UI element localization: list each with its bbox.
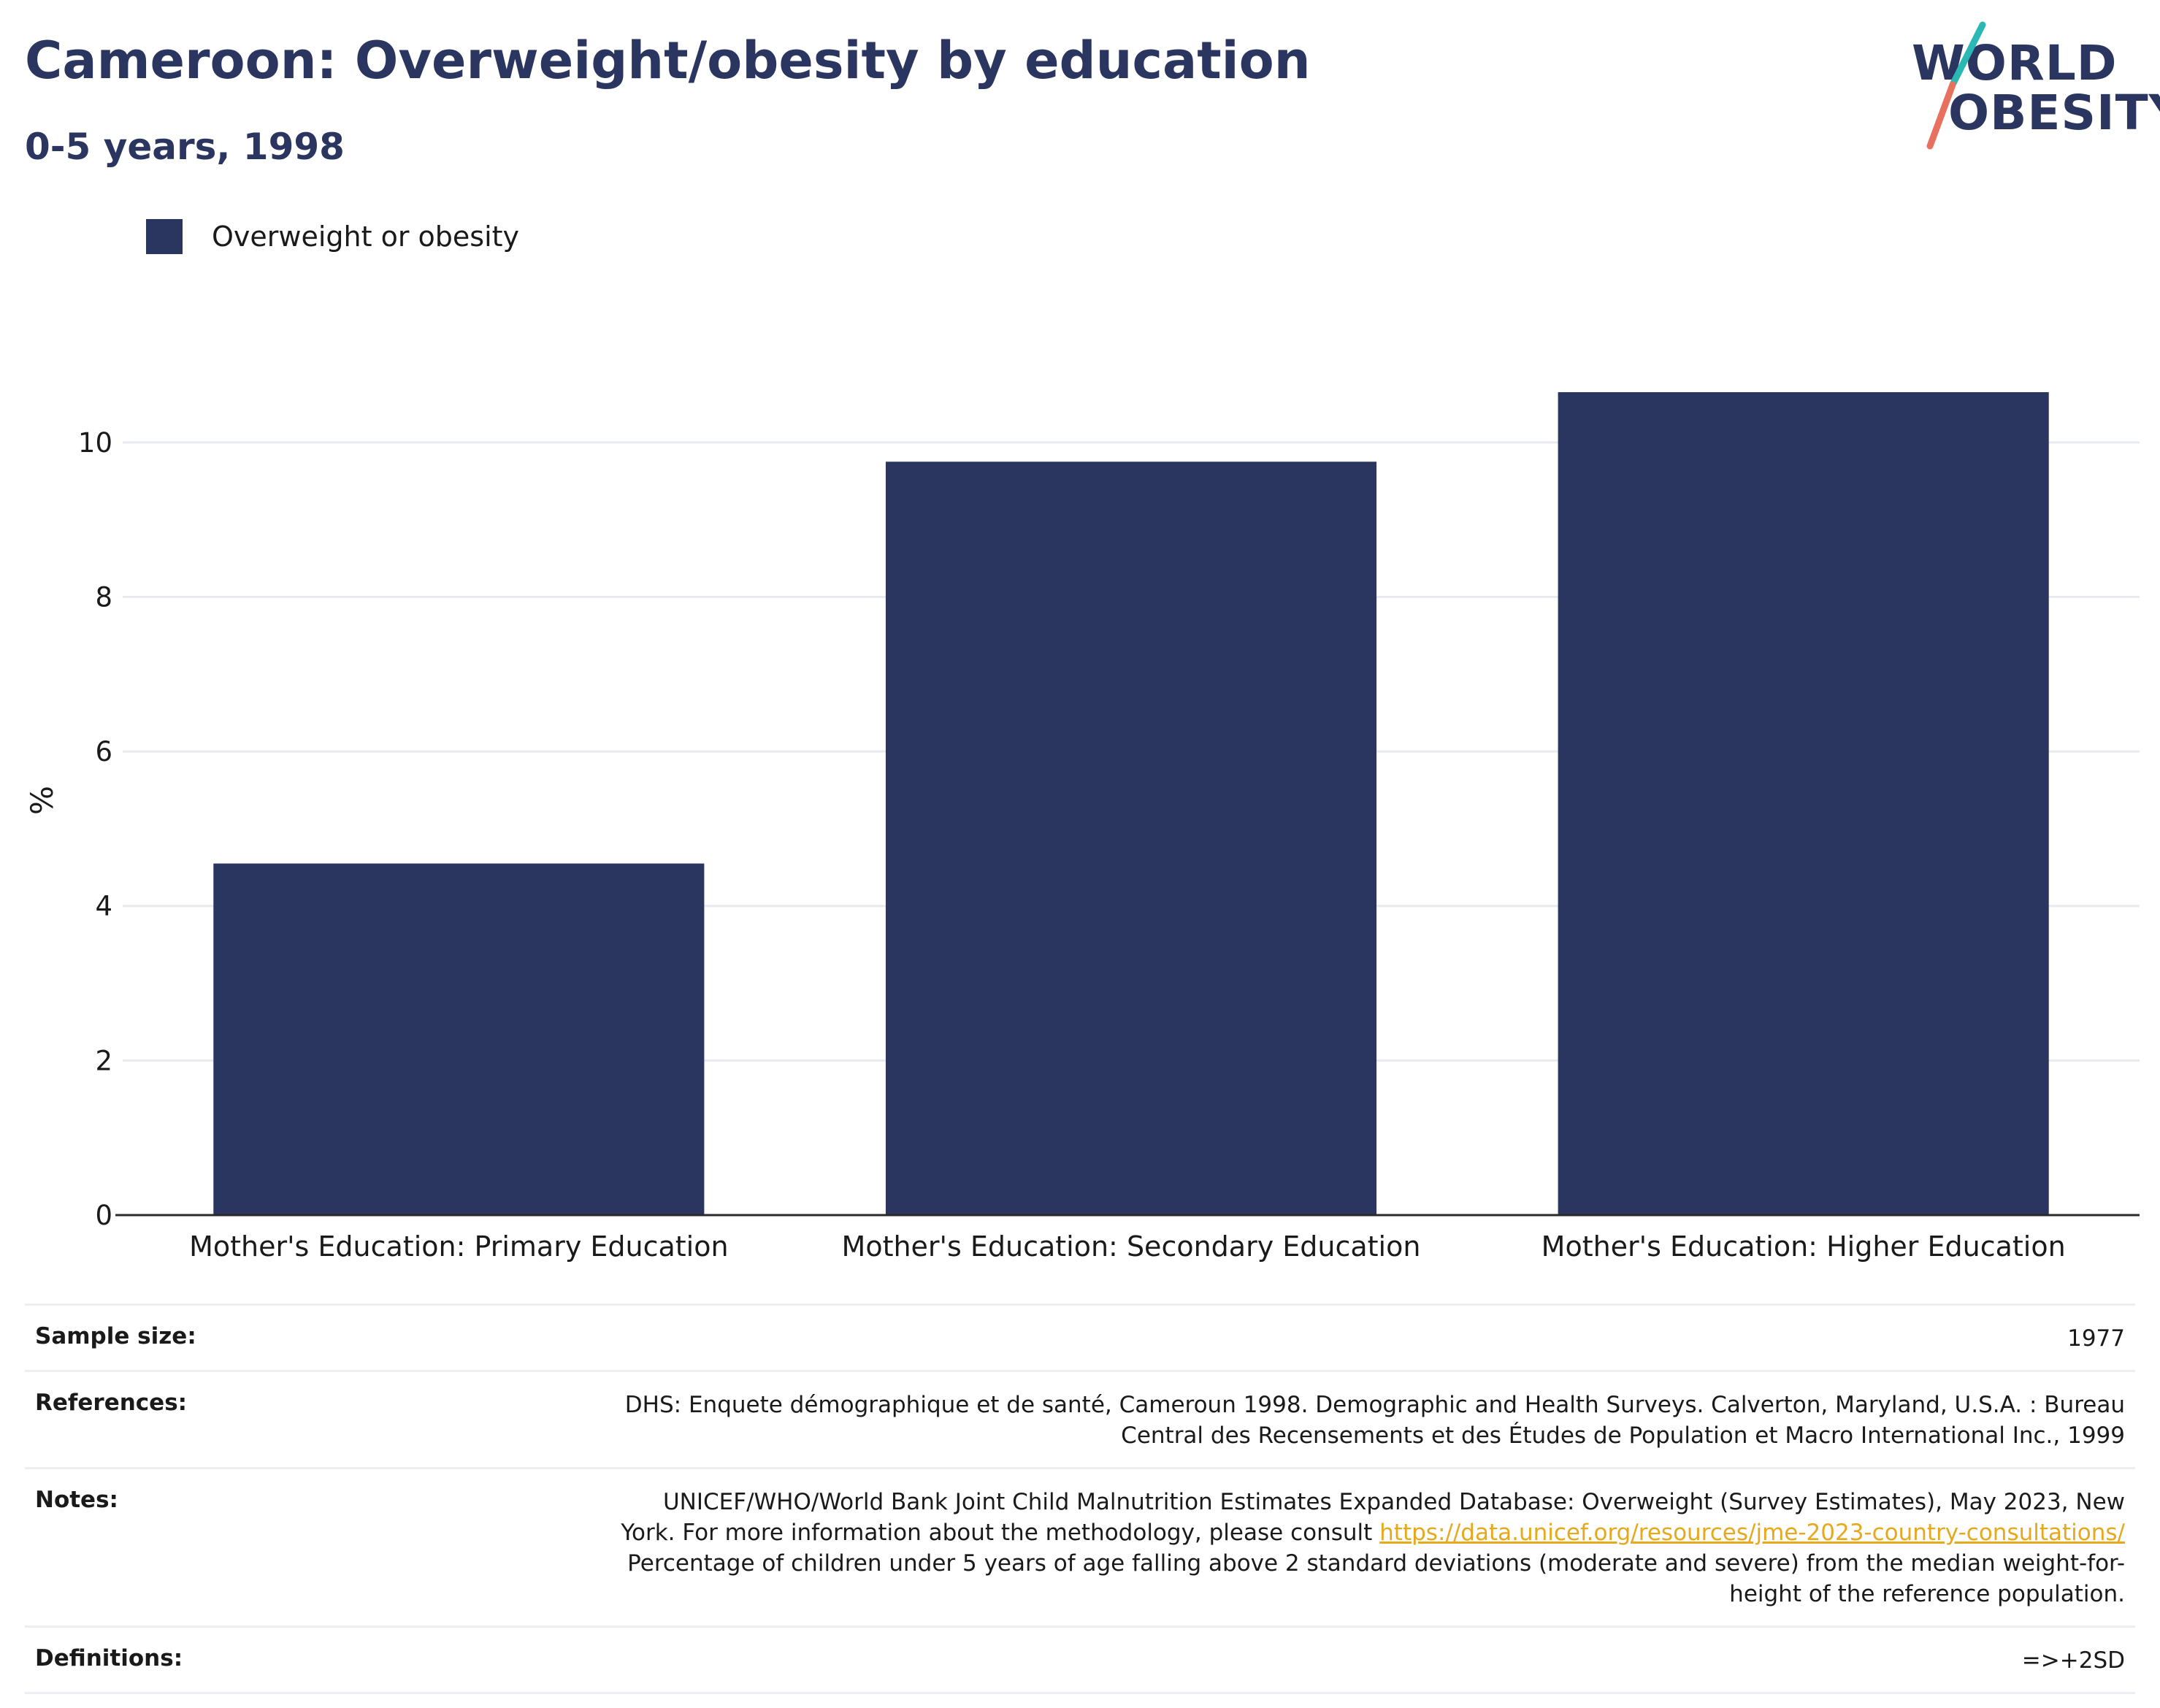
info-row-references: References: DHS: Enquete démographique e… [25, 1370, 2135, 1467]
y-tick-label: 4 [95, 891, 112, 922]
y-tick-label: 2 [95, 1045, 112, 1076]
y-tick-label: 6 [95, 736, 112, 767]
y-tick-label: 10 [78, 427, 112, 459]
x-tick-label: Mother's Education: Higher Education [1542, 1230, 2066, 1263]
y-tick-label: 0 [95, 1200, 112, 1231]
references-label: References: [35, 1390, 188, 1416]
bar [213, 863, 705, 1215]
definitions-value: =>+2SD [2021, 1647, 2125, 1674]
notes-value: UNICEF/WHO/World Bank Joint Child Malnut… [621, 1487, 2125, 1609]
definitions-label: Definitions: [35, 1645, 183, 1671]
y-axis-label: % [24, 786, 60, 815]
x-tick-label: Mother's Education: Secondary Education [842, 1230, 1421, 1263]
bar [885, 462, 1377, 1215]
world-obesity-logo[interactable]: WORLD OBESITY [1899, 20, 2160, 159]
notes-text-after: Percentage of children under 5 years of … [627, 1550, 2125, 1607]
legend-swatch [146, 219, 183, 254]
chart-legend[interactable]: Overweight or obesity [146, 218, 519, 256]
sample-size-label: Sample size: [35, 1323, 196, 1349]
bar [1558, 392, 2049, 1215]
notes-text-before: UNICEF/WHO/World Bank Joint Child Malnut… [621, 1489, 2125, 1546]
methodology-link[interactable]: https://data.unicef.org/resources/jme-20… [1379, 1520, 2125, 1546]
x-tick-label: Mother's Education: Primary Education [189, 1230, 729, 1263]
chart-subtitle: 0-5 years, 1998 [25, 126, 345, 168]
info-table: Sample size: 1977 References: DHS: Enque… [25, 1303, 2135, 1694]
sample-size-value: 1977 [2067, 1325, 2125, 1352]
info-row-definitions: Definitions: =>+2SD [25, 1625, 2135, 1694]
chart-title: Cameroon: Overweight/obesity by educatio… [25, 31, 1311, 91]
logo-word-obesity: OBESITY [1948, 85, 2160, 141]
info-row-notes: Notes: UNICEF/WHO/World Bank Joint Child… [25, 1467, 2135, 1625]
notes-label: Notes: [35, 1487, 118, 1513]
logo-word-world: WORLD [1912, 35, 2118, 91]
bar-chart: 0 2 4 6 8 10% Mother's Education: Primary Educ… [24, 392, 2140, 1263]
y-tick-label: 8 [95, 581, 112, 613]
info-row-sample-size: Sample size: 1977 [25, 1303, 2135, 1370]
references-value: DHS: Enquete démographique et de santé, … [624, 1392, 2125, 1449]
legend-label: Overweight or obesity [212, 221, 520, 253]
logo-slash-icon [1926, 21, 1986, 150]
